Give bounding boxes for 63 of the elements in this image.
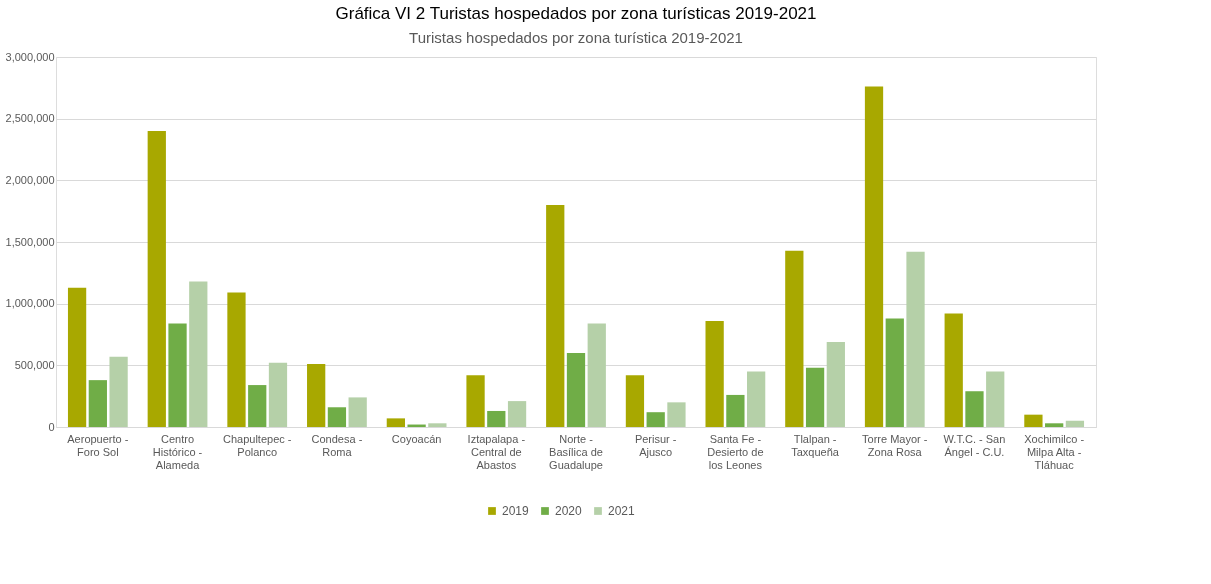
bar — [88, 380, 107, 427]
bar — [785, 250, 804, 427]
bar — [227, 292, 246, 427]
bar — [189, 281, 208, 427]
x-tick-label: Santa Fe - Desierto de los Leones — [707, 432, 764, 471]
bar — [487, 410, 506, 427]
bar — [507, 401, 527, 427]
x-tick-label: Condesa - Roma — [311, 432, 363, 458]
bar — [944, 313, 963, 427]
bar — [109, 356, 128, 427]
bar — [566, 353, 586, 427]
bar — [625, 375, 645, 427]
bar — [386, 418, 405, 427]
bar — [268, 362, 288, 427]
x-tick-label: W.T.C. - San Ángel - C.U. — [943, 432, 1006, 458]
bar — [546, 205, 565, 427]
x-tick-label: Aeropuerto - Foro Sol — [67, 432, 129, 458]
bar — [307, 364, 326, 427]
bar — [1024, 414, 1043, 427]
bar — [67, 287, 87, 427]
y-tick-label: 2,000,000 — [5, 173, 55, 186]
y-tick-label: 2,500,000 — [5, 112, 55, 125]
bar — [587, 323, 606, 427]
bar — [705, 320, 724, 427]
x-tick-label: Coyoacán — [391, 432, 442, 445]
bar — [147, 131, 166, 427]
bar — [667, 402, 686, 427]
bar — [428, 423, 447, 427]
x-tick-label: Iztapalapa - Central de Abastos — [467, 432, 526, 471]
legend-label: 2019 — [502, 504, 530, 518]
x-tick-label: Chapultepec - Polanco — [222, 432, 292, 458]
bar — [986, 371, 1005, 427]
bar — [747, 371, 766, 427]
y-tick-label: 3,000,000 — [5, 50, 55, 63]
bar — [646, 412, 665, 427]
bar — [826, 341, 845, 427]
bar — [885, 318, 904, 427]
bar — [965, 391, 984, 427]
bar — [726, 394, 745, 427]
bar — [1045, 423, 1064, 427]
chart-subtitle: Turistas hospedados por zona turística 2019-2021 — [409, 29, 743, 46]
y-tick-label: 500,000 — [14, 358, 55, 371]
bar — [348, 397, 367, 427]
bar — [805, 367, 825, 427]
x-tick-label: Perisur - Ajusco — [634, 432, 677, 458]
bar — [1065, 420, 1085, 427]
y-tick-label: 0 — [48, 420, 55, 433]
chart-title: Gráfica VI 2 Turistas hospedados por zona turísticas 2019-2021 — [335, 4, 817, 23]
x-tick-label: Norte - Basílica de Guadalupe — [549, 432, 603, 471]
bar — [906, 251, 925, 427]
bar — [168, 323, 187, 427]
x-tick-label: Xochimilco - Milpa Alta - Tláhuac — [1024, 432, 1085, 471]
x-tick-label: Torre Mayor - Zona Rosa — [862, 432, 928, 458]
legend-label: 2021 — [608, 504, 636, 518]
legend-label: 2020 — [555, 504, 583, 518]
bar — [327, 407, 347, 427]
x-tick-label: Tlalpan - Taxqueña — [791, 432, 840, 458]
y-tick-label: 1,000,000 — [5, 297, 55, 310]
bar — [248, 385, 267, 427]
bar — [864, 86, 884, 427]
x-tick-label: Centro Histórico - Alameda — [152, 432, 203, 471]
y-tick-label: 1,500,000 — [5, 235, 55, 248]
bar — [466, 375, 485, 427]
